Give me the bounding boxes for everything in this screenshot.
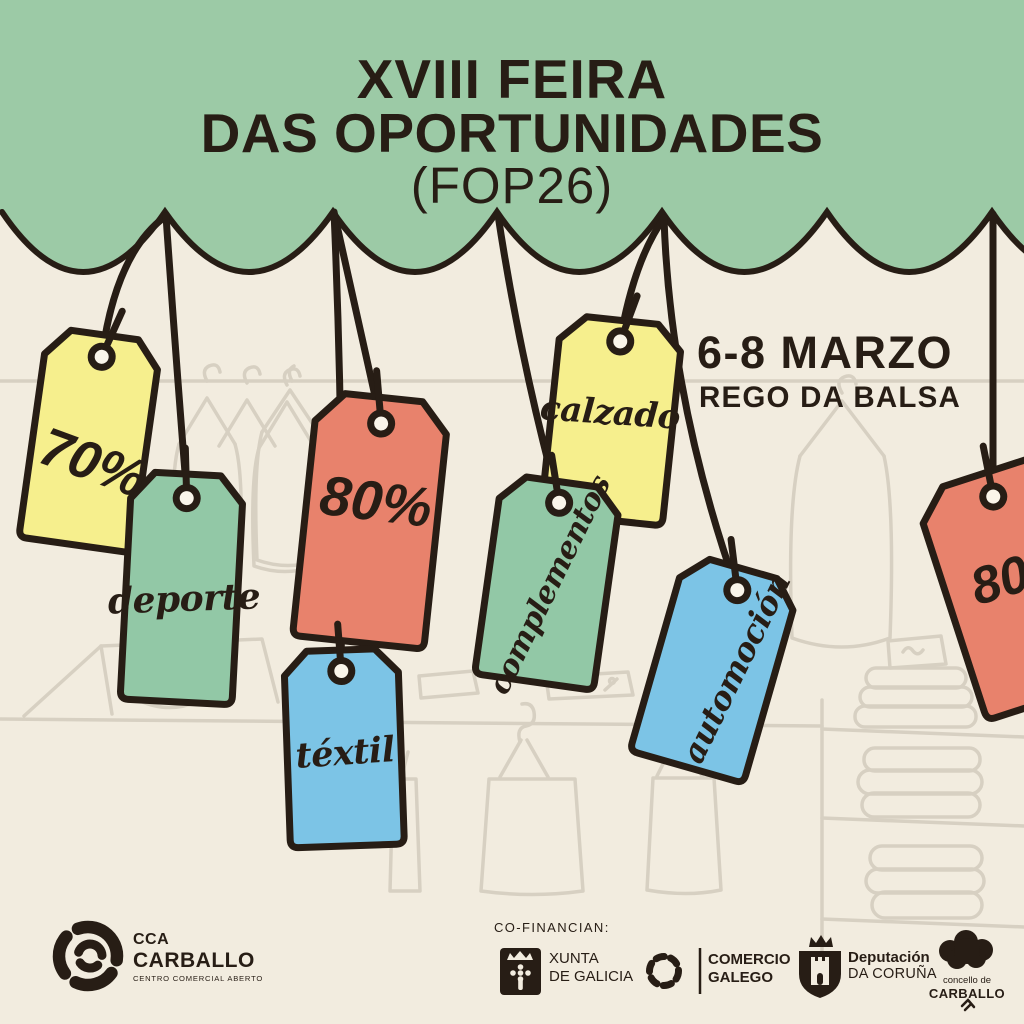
- poster-title-line1: XVIII FEIRA: [356, 48, 668, 110]
- background-sketch: [0, 363, 1024, 964]
- concello-de-carballo-logo: [939, 930, 993, 1012]
- price-tag-80: [289, 367, 450, 652]
- poster-title-line3: (FOP26): [410, 157, 614, 214]
- tag-hole: [327, 657, 356, 686]
- garment-art-right: [788, 374, 894, 649]
- event-dates: 6-8 MARZO: [697, 327, 954, 378]
- price-tag-deporte: [117, 444, 246, 708]
- tag-label-deporte: deporte: [107, 575, 261, 623]
- sponsor-comercio-line1: COMERCIO: [708, 951, 791, 968]
- sponsor-concello-line2: CARBALLO: [928, 986, 1006, 1001]
- sponsor-deputacion-line2: DA CORUÑA: [848, 966, 937, 982]
- tag-label-80: 80%: [316, 462, 436, 540]
- tag-hole: [87, 342, 116, 371]
- cofinance-label: CO-FINANCIAN:: [494, 920, 610, 935]
- tag-hole: [367, 409, 396, 438]
- tag-hole: [172, 484, 201, 513]
- sponsor-comercio-line2: GALEGO: [708, 969, 774, 986]
- cca-carballo-logo: [52, 920, 124, 992]
- sponsor-xunta-line2: DE GALICIA: [549, 968, 634, 985]
- deputacion-da-coruna-logo: [799, 935, 841, 998]
- price-tag-80-right: [919, 442, 1024, 722]
- tag-label-textil: téxtil: [294, 729, 396, 777]
- comercio-galego-logo: [646, 948, 702, 994]
- awning-scallop-edge: [0, 206, 1024, 275]
- shelf-unit-art: [820, 634, 1024, 964]
- price-tag-textil: [280, 620, 408, 852]
- organizer-name-line2: CARBALLO: [133, 949, 255, 972]
- sponsor-deputacion-line1: Deputación: [848, 949, 930, 966]
- price-tag-calzado: [538, 292, 685, 529]
- awning-canopy: [0, 0, 1024, 272]
- sponsor-concello-line1: concello de: [942, 975, 992, 986]
- price-tags: [16, 292, 1024, 852]
- footer-logos: [52, 920, 993, 1012]
- price-tag-automocion: [628, 535, 797, 786]
- event-location: REGO DA BALSA: [699, 381, 961, 414]
- tag-hole: [606, 327, 635, 356]
- xunta-de-galicia-logo: [500, 948, 541, 995]
- organizer-name-line1: CCA: [133, 931, 170, 948]
- tag-hole: [723, 576, 752, 605]
- tag-hole: [979, 482, 1008, 511]
- price-tag-complementos: [472, 451, 622, 693]
- organizer-tagline: CENTRO COMERCIAL ABERTO: [133, 974, 264, 983]
- sponsor-xunta-line1: XUNTA: [549, 950, 599, 967]
- poster-title-line2: DAS OPORTUNIDADES: [200, 102, 824, 164]
- string-automocion: [660, 214, 741, 594]
- tag-hole: [545, 488, 574, 517]
